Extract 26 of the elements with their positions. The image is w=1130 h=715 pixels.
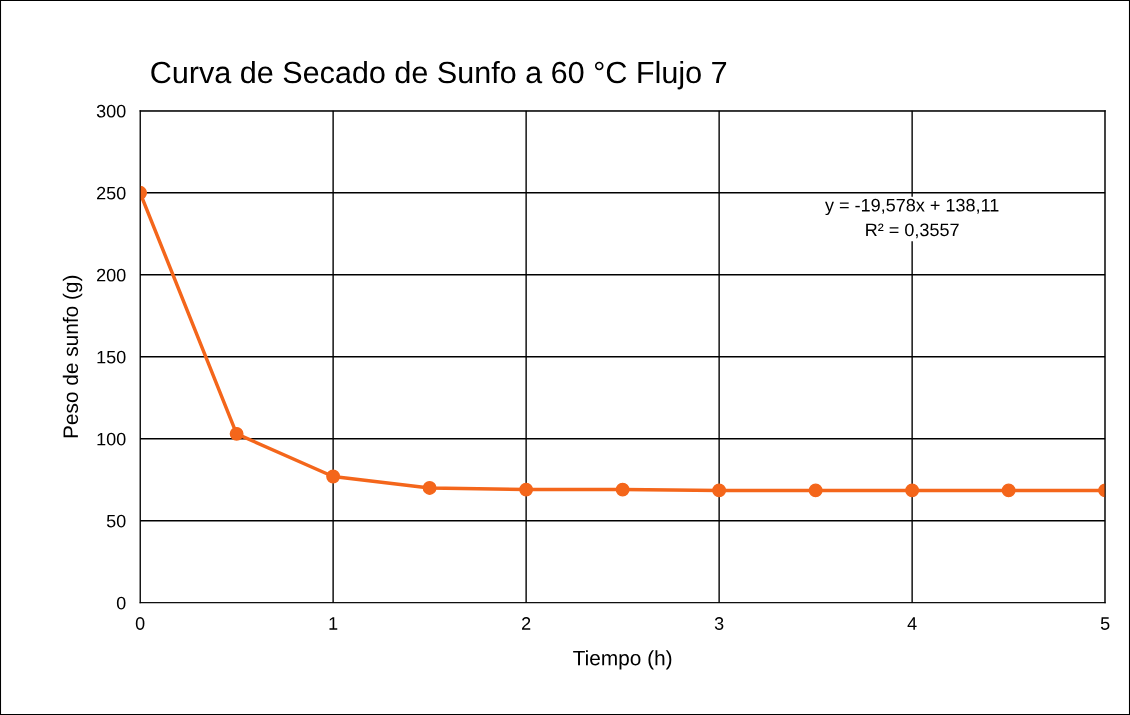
point	[808, 483, 823, 498]
point	[1001, 483, 1016, 498]
point	[422, 481, 437, 495]
y-tick-label: 250	[97, 186, 126, 200]
point	[326, 469, 341, 484]
y-tick-label: 50	[106, 514, 126, 528]
y-tick-label: 100	[97, 432, 126, 446]
y-tick-label: 200	[97, 268, 126, 282]
annotation: y = -19,578x + 138,11 R² = 0,3557	[825, 198, 999, 239]
x-tick-label: 2	[522, 617, 531, 630]
point	[519, 482, 534, 497]
point	[905, 483, 920, 498]
x-tick-label: 0	[135, 617, 145, 630]
x-tick-label: 3	[714, 617, 724, 630]
x-tick-label: 1	[329, 617, 338, 630]
point	[712, 483, 727, 498]
x-tick-label: 4	[907, 617, 917, 630]
x-tick-label: 5	[1100, 617, 1110, 630]
y-tick-label: 300	[96, 104, 126, 118]
y-tick-label: 150	[97, 350, 126, 364]
x-axis-title: Tiempo (h)	[573, 650, 672, 670]
y-axis-title: Peso de sunfo (g)	[62, 275, 83, 438]
point	[229, 426, 244, 441]
y-tick-label: 0	[116, 596, 126, 610]
point	[615, 482, 630, 497]
chart-title: Curva de Secado de Sunfo a 60 °C Flujo 7	[151, 60, 727, 90]
